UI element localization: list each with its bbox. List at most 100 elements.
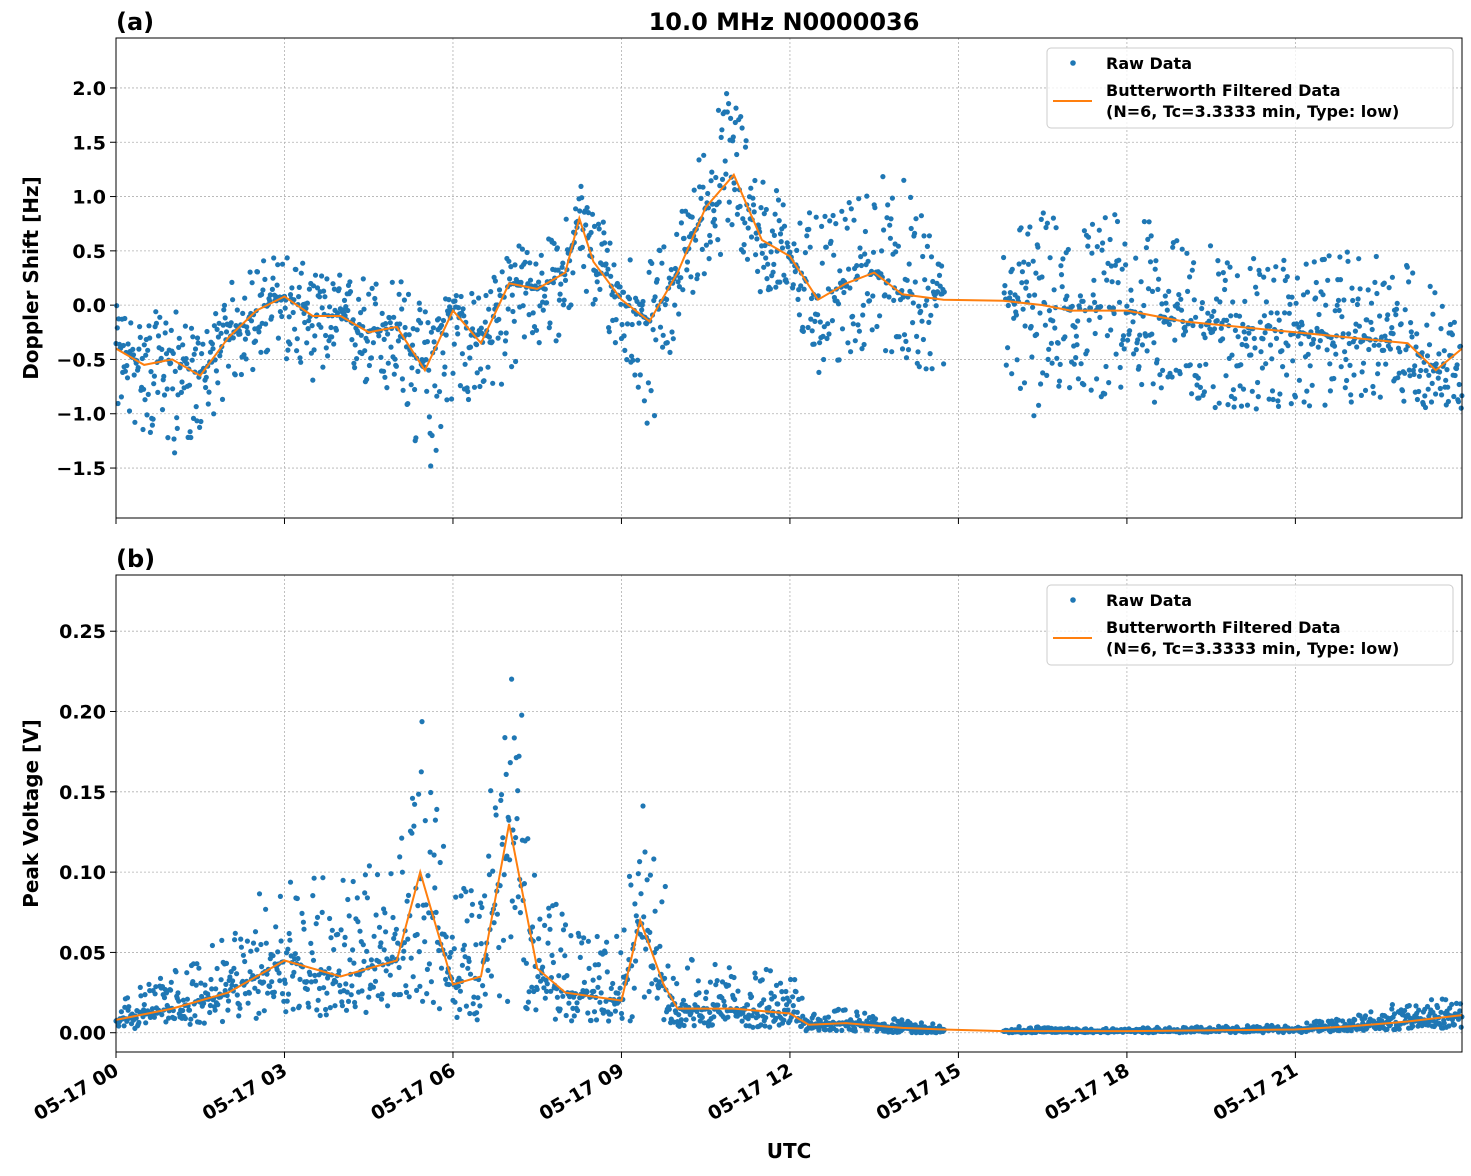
- raw-data-point: [352, 365, 358, 371]
- raw-data-point: [149, 422, 155, 428]
- raw-data-point: [409, 795, 416, 801]
- raw-data-point: [522, 259, 528, 265]
- raw-data-point: [141, 386, 147, 392]
- raw-data-point: [1345, 258, 1351, 264]
- raw-data-point: [854, 263, 860, 269]
- raw-data-point: [1267, 323, 1273, 329]
- raw-data-point: [183, 356, 189, 362]
- raw-data-point: [350, 878, 356, 885]
- raw-data-point: [596, 975, 602, 981]
- raw-data-point: [857, 245, 863, 251]
- y-tick-label: 0.15: [59, 782, 106, 804]
- raw-data-point: [296, 294, 302, 300]
- raw-data-point: [1402, 307, 1408, 313]
- raw-data-point: [1382, 333, 1388, 339]
- raw-data-point: [678, 1017, 685, 1023]
- raw-data-point: [207, 1002, 213, 1009]
- raw-data-point: [923, 366, 929, 372]
- raw-data-point: [585, 1010, 591, 1016]
- raw-data-point: [595, 221, 602, 227]
- raw-data-point: [498, 797, 504, 804]
- raw-data-point: [846, 266, 852, 272]
- raw-data-point: [1449, 1017, 1455, 1023]
- raw-data-point: [126, 1004, 132, 1010]
- raw-data-point: [651, 856, 657, 862]
- raw-data-point: [1111, 310, 1117, 317]
- raw-data-point: [1310, 340, 1316, 347]
- raw-data-point: [285, 946, 291, 952]
- raw-data-point: [591, 223, 598, 229]
- raw-data-point: [621, 333, 627, 339]
- raw-data-point: [492, 805, 498, 811]
- raw-data-point: [1044, 220, 1050, 226]
- raw-data-point: [872, 205, 878, 211]
- raw-data-point: [1211, 308, 1217, 314]
- raw-data-point: [771, 232, 778, 238]
- raw-data-point: [790, 1003, 796, 1009]
- raw-data-point: [604, 271, 610, 277]
- raw-data-point: [930, 1021, 936, 1027]
- raw-data-point: [327, 915, 333, 922]
- raw-data-point: [310, 957, 317, 963]
- raw-data-point: [124, 995, 131, 1001]
- raw-data-point: [332, 1003, 338, 1009]
- raw-data-point: [674, 981, 680, 987]
- raw-data-point: [891, 297, 897, 303]
- raw-data-point: [336, 968, 342, 974]
- raw-data-point: [529, 984, 535, 990]
- raw-data-point: [431, 852, 437, 858]
- raw-data-point: [771, 261, 777, 267]
- raw-data-point: [191, 351, 197, 357]
- raw-data-point: [776, 218, 782, 224]
- raw-data-point: [453, 894, 459, 900]
- raw-data-point: [388, 871, 394, 877]
- raw-data-point: [192, 346, 199, 352]
- raw-data-point: [505, 998, 511, 1005]
- raw-data-point: [1287, 301, 1293, 307]
- raw-data-point: [416, 949, 422, 955]
- raw-data-point: [453, 293, 459, 299]
- raw-data-point: [1290, 358, 1296, 364]
- raw-data-point: [211, 323, 217, 329]
- raw-data-point: [1389, 1006, 1395, 1012]
- raw-data-point: [1347, 362, 1353, 368]
- raw-data-point: [509, 364, 515, 370]
- raw-data-point: [247, 969, 253, 975]
- raw-data-point: [670, 975, 676, 982]
- raw-data-point: [635, 871, 641, 877]
- raw-data-point: [808, 316, 814, 322]
- raw-data-point: [1393, 306, 1400, 312]
- raw-data-point: [627, 257, 633, 263]
- raw-data-point: [644, 877, 650, 883]
- raw-data-point: [805, 324, 811, 331]
- raw-data-point: [1331, 343, 1338, 349]
- raw-data-point: [624, 321, 631, 327]
- raw-data-point: [391, 935, 397, 942]
- raw-data-point: [1003, 362, 1009, 368]
- raw-data-point: [730, 134, 736, 140]
- raw-data-point: [137, 324, 143, 330]
- raw-data-point: [1217, 299, 1223, 305]
- raw-data-point: [1187, 362, 1193, 368]
- raw-data-point: [608, 1011, 614, 1017]
- raw-data-point: [1306, 333, 1312, 340]
- raw-data-point: [506, 258, 512, 264]
- raw-data-point: [833, 1027, 840, 1034]
- raw-data-point: [526, 989, 532, 995]
- raw-data-point: [399, 306, 405, 312]
- raw-data-point: [796, 312, 803, 318]
- raw-data-point: [763, 255, 769, 261]
- raw-data-point: [364, 338, 370, 344]
- raw-data-point: [831, 252, 837, 258]
- raw-data-point: [381, 947, 387, 953]
- raw-data-point: [734, 151, 740, 158]
- raw-data-point: [1332, 308, 1338, 314]
- raw-data-point: [163, 320, 169, 326]
- raw-data-point: [414, 327, 420, 333]
- raw-data-point: [1115, 280, 1121, 286]
- raw-data-point: [619, 321, 625, 328]
- raw-data-point: [1021, 259, 1027, 265]
- raw-data-point: [659, 899, 665, 905]
- raw-data-point: [114, 325, 120, 331]
- raw-data-point: [1279, 348, 1285, 354]
